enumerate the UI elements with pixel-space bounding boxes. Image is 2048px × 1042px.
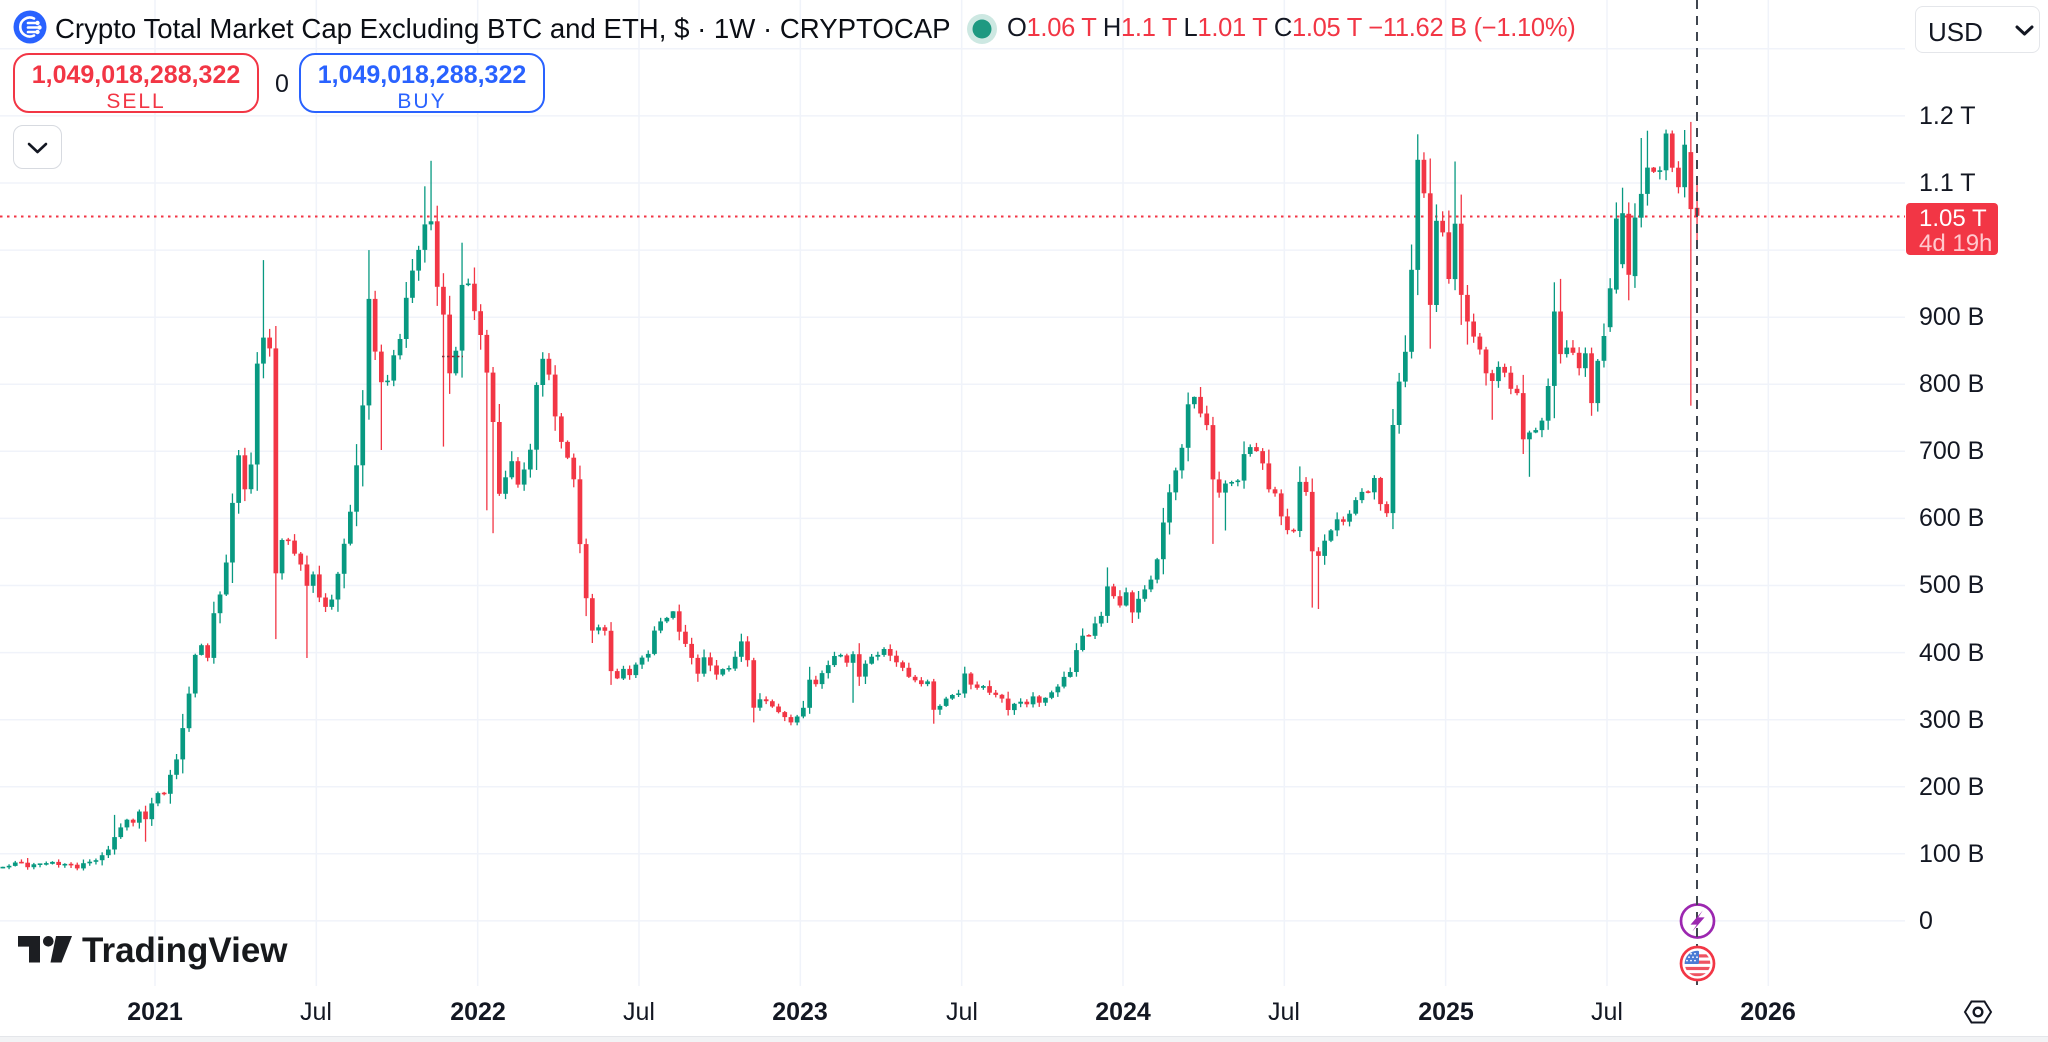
svg-text:TradingView: TradingView [82, 931, 288, 970]
